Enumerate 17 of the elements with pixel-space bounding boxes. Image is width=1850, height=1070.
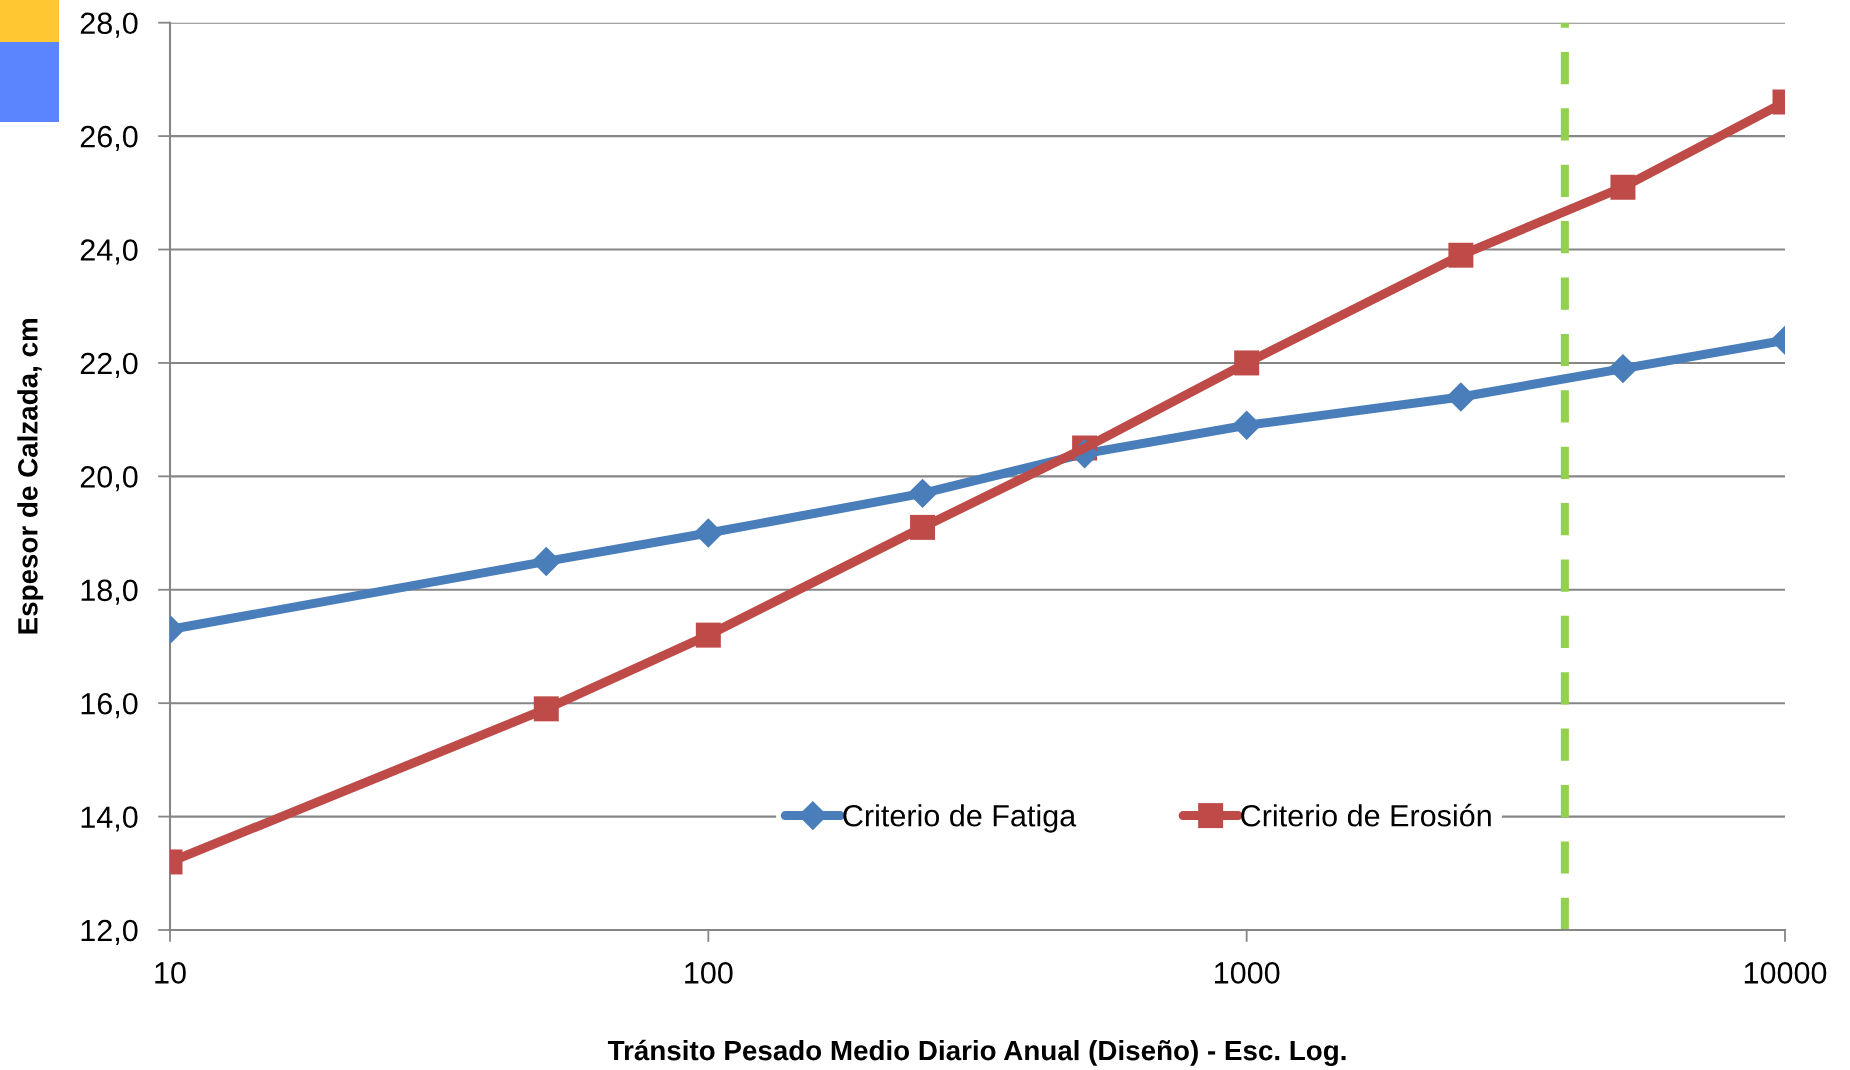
y-tick-label: 22,0 xyxy=(80,352,138,378)
y-tick-label: 16,0 xyxy=(81,692,138,719)
y-tick-label: 26,0 xyxy=(80,125,138,152)
legend-label: Criterio de Erosión xyxy=(1241,803,1491,827)
x-axis-title: Tránsito Pesado Medio Diario Anual (Diseño) - Esc. Log. xyxy=(607,1039,1346,1066)
x-tick-label: 100 xyxy=(685,962,733,984)
x-tick-label: 10 xyxy=(155,962,186,984)
y-tick-label: 28,0 xyxy=(80,12,138,38)
y-tick-label: 18,0 xyxy=(81,579,138,605)
y-tick-label: 24,0 xyxy=(80,239,138,265)
x-tick-label: 1000 xyxy=(1215,962,1280,984)
x-tick-label: 10000 xyxy=(1744,962,1827,984)
y-axis-title: Espesor de Calzada, cm xyxy=(17,319,44,634)
y-tick-label: 20,0 xyxy=(80,466,138,492)
legend-label: Criterio de Fatiga xyxy=(843,804,1077,833)
y-tick-label: 12,0 xyxy=(81,919,138,945)
y-tick-label: 14,0 xyxy=(81,806,138,832)
